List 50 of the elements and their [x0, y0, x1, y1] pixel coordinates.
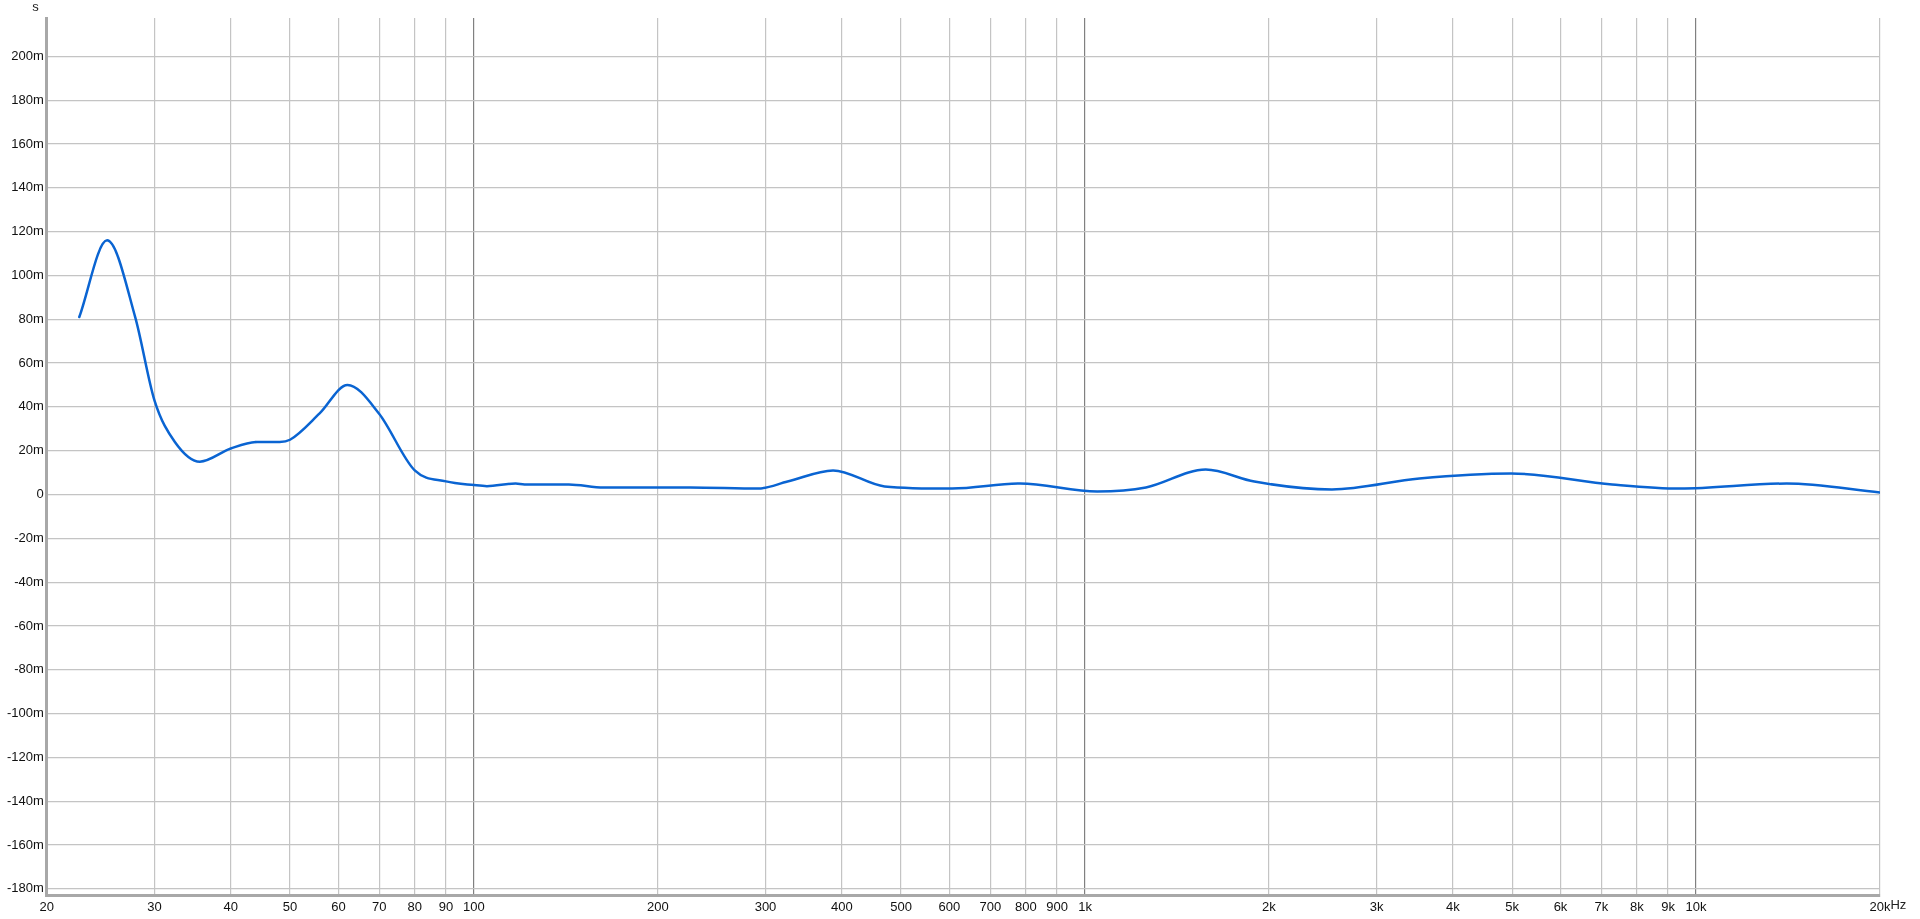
x-tick-label: 30 — [147, 898, 162, 914]
x-tick-label: 2k — [1262, 898, 1277, 914]
y-tick-label: 160m — [11, 135, 44, 151]
x-tick-label: 700 — [979, 898, 1002, 914]
x-tick-label: 7k — [1594, 898, 1609, 914]
x-tick-label: 300 — [754, 898, 777, 914]
y-tick-label: -60m — [14, 617, 44, 633]
y-axis-title: s — [32, 0, 40, 15]
y-tick-label: 100m — [11, 266, 44, 282]
x-tick-label: 60 — [331, 898, 346, 914]
x-tick-label: 4k — [1446, 898, 1461, 914]
x-tick-label: 400 — [830, 898, 853, 914]
x-tick-label: 8k — [1629, 898, 1645, 914]
y-tick-label: -100m — [6, 705, 44, 721]
x-axis-title: Hz — [1890, 897, 1907, 913]
x-tick-label: 1k — [1078, 898, 1093, 914]
y-tick-label: 40m — [18, 398, 44, 414]
x-tick-label: 80 — [407, 898, 422, 914]
x-tick-label: 50 — [282, 898, 298, 914]
y-tick-label: 140m — [11, 179, 44, 195]
y-tick-label: -120m — [6, 748, 44, 764]
x-tick-label: 900 — [1046, 898, 1068, 914]
x-tick-label: 800 — [1014, 898, 1037, 914]
y-tick-label: -80m — [14, 661, 44, 677]
x-tick-label: 40 — [223, 898, 239, 914]
y-tick-label: 80m — [18, 310, 44, 326]
x-tick-label: 90 — [438, 898, 454, 914]
x-tick-label: 5k — [1505, 898, 1520, 914]
y-tick-label: -140m — [6, 792, 44, 808]
y-tick-label: 180m — [11, 91, 44, 107]
y-tick-label: 0 — [36, 486, 44, 502]
y-tick-label: -160m — [6, 836, 44, 852]
y-tick-label: 200m — [11, 47, 44, 63]
x-tick-label: 600 — [938, 898, 961, 914]
x-tick-label: 100 — [463, 898, 485, 914]
x-tick-label: 10k — [1685, 898, 1708, 914]
x-tick-label: 70 — [372, 898, 387, 914]
x-tick-label: 20k — [1869, 898, 1891, 914]
x-tick-label: 9k — [1661, 898, 1676, 914]
x-tick-label: 20 — [39, 898, 55, 914]
x-tick-label: 200 — [647, 898, 669, 914]
y-tick-label: -180m — [6, 880, 44, 896]
y-tick-label: 120m — [11, 223, 44, 239]
x-tick-label: 500 — [890, 898, 912, 914]
x-tick-label: 3k — [1369, 898, 1384, 914]
y-tick-label: -40m — [14, 573, 44, 589]
y-tick-label: 60m — [18, 354, 44, 370]
y-tick-label: 20m — [18, 442, 44, 458]
y-tick-label: -20m — [14, 529, 44, 545]
x-tick-label: 6k — [1553, 898, 1568, 914]
